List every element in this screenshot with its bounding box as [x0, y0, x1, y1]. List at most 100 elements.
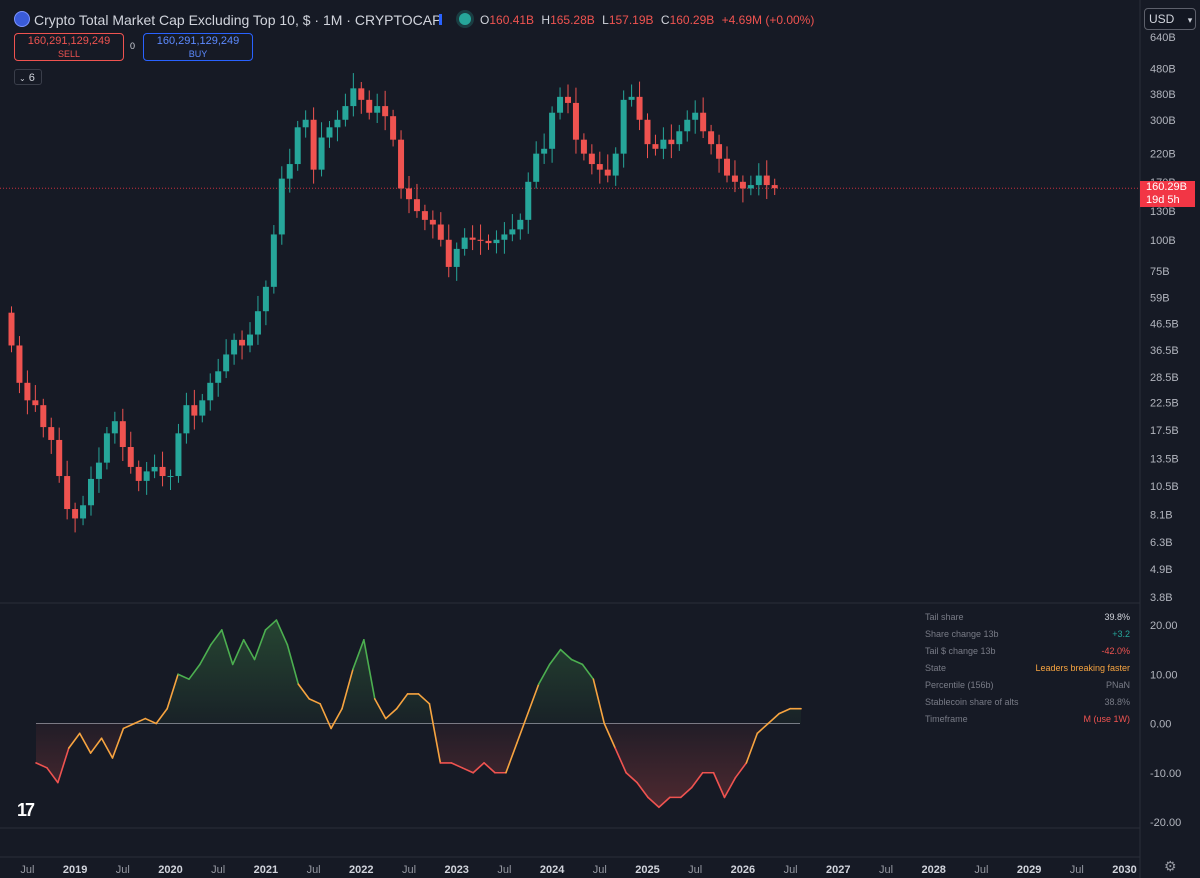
- cryptocap-source-icon: [14, 11, 30, 27]
- candle-body: [262, 286, 269, 312]
- candle-body: [159, 466, 166, 477]
- candles-layer: [8, 73, 778, 533]
- candle-body: [223, 354, 230, 372]
- osc-line-segment: [122, 722, 136, 730]
- osc-line-segment: [690, 771, 704, 789]
- low-key: L: [602, 13, 609, 27]
- osc-line-segment: [177, 673, 190, 680]
- candle-body: [310, 119, 317, 170]
- stats-row: Tail share 39.8%: [925, 612, 1130, 629]
- candle-body: [135, 466, 142, 481]
- osc-line-segment: [46, 767, 59, 784]
- buy-label: BUY: [188, 49, 208, 59]
- oscillator-layer: [35, 619, 802, 809]
- osc-line-segment: [647, 796, 660, 809]
- candle-body: [493, 239, 500, 244]
- candle-body: [501, 234, 508, 240]
- osc-line-segment: [35, 762, 48, 769]
- price-tick-label: 220B: [1150, 149, 1176, 161]
- price-tick-label: 28.5B: [1150, 372, 1179, 384]
- candle-body: [461, 237, 468, 249]
- osc-line-segment: [373, 698, 387, 720]
- symbol-title[interactable]: Crypto Total Market Cap Excluding Top 10…: [34, 12, 442, 28]
- candle-body: [56, 439, 63, 477]
- stats-value: 38.8%: [1104, 697, 1130, 707]
- candle-body: [660, 139, 667, 149]
- time-tick-label: 2019: [63, 864, 87, 876]
- price-tick-label: 100B: [1150, 235, 1176, 247]
- candle-body: [143, 471, 150, 481]
- time-tick-label: Jul: [402, 864, 416, 876]
- price-tick-label: 46.5B: [1150, 318, 1179, 330]
- time-tick-label: 2027: [826, 864, 850, 876]
- price-tick-label: 10.5B: [1150, 481, 1179, 493]
- price-tick-label: 59B: [1150, 292, 1170, 304]
- osc-line-segment: [778, 707, 791, 715]
- osc-line-segment: [745, 732, 759, 764]
- time-tick-label: 2022: [349, 864, 373, 876]
- time-tick-label: 2025: [635, 864, 659, 876]
- indicators-toggle[interactable]: ⌄ 6: [14, 69, 42, 85]
- stats-row: Stablecoin share of alts 38.8%: [925, 697, 1130, 714]
- stats-value: 39.8%: [1104, 612, 1130, 622]
- flag-icon[interactable]: [439, 14, 442, 25]
- time-tick-label: Jul: [116, 864, 130, 876]
- candle-body: [318, 137, 325, 170]
- candle-body: [485, 240, 492, 244]
- price-tick-label: 640B: [1150, 32, 1176, 44]
- candle-body: [692, 112, 699, 120]
- time-tick-label: Jul: [307, 864, 321, 876]
- price-tick-label: 380B: [1150, 89, 1176, 101]
- price-tick-label: 300B: [1150, 115, 1176, 127]
- candle-body: [731, 175, 738, 182]
- ohlc-readout: O160.41B H165.28B L157.19B C160.29B +4.6…: [480, 13, 818, 27]
- candle-body: [8, 312, 15, 346]
- price-tick-label: 4.9B: [1150, 564, 1173, 576]
- candle-body: [207, 382, 214, 401]
- candle-body: [421, 211, 428, 220]
- osc-line-segment: [67, 732, 81, 749]
- stats-value: -42.0%: [1101, 646, 1130, 656]
- time-tick-label: Jul: [1070, 864, 1084, 876]
- candle-body: [612, 153, 619, 176]
- candle-body: [453, 248, 460, 267]
- stats-label: Percentile (156b): [925, 680, 994, 690]
- candle-body: [636, 96, 643, 120]
- price-tick-label: 130B: [1150, 206, 1176, 218]
- candle-body: [413, 199, 420, 212]
- osc-tick-label: -10.00: [1150, 768, 1181, 780]
- sell-label: SELL: [57, 49, 81, 59]
- osc-line-segment: [275, 619, 289, 646]
- sell-button[interactable]: 160,291,129,249 SELL: [14, 33, 124, 61]
- time-tick-label: 2026: [731, 864, 755, 876]
- osc-line-segment: [658, 796, 671, 809]
- gear-icon[interactable]: ⚙: [1164, 858, 1177, 874]
- price-tick-label: 6.3B: [1150, 537, 1173, 549]
- candle-body: [80, 505, 87, 519]
- tradingview-logo[interactable]: 17: [17, 800, 35, 820]
- osc-line-segment: [483, 762, 496, 774]
- osc-line-segment: [636, 781, 649, 799]
- osc-line-segment: [592, 678, 606, 725]
- time-tick-label: Jul: [20, 864, 34, 876]
- candle-body: [40, 405, 47, 428]
- currency-select[interactable]: USD ▾: [1144, 8, 1196, 30]
- candle-body: [95, 462, 102, 479]
- candle-body: [247, 334, 253, 346]
- osc-line-segment: [516, 712, 529, 745]
- chevron-down-icon: ▾: [1187, 15, 1193, 25]
- osc-line-segment: [231, 638, 245, 666]
- stats-label: Timeframe: [925, 714, 968, 724]
- price-tick-label: 22.5B: [1150, 398, 1179, 410]
- bar-countdown: 19d 5h: [1146, 194, 1180, 206]
- candle-body: [390, 116, 397, 140]
- price-tick-label: 17.5B: [1150, 425, 1179, 437]
- high-value: 165.28B: [550, 13, 595, 27]
- stats-row: Share change 13b +3.2: [925, 629, 1130, 646]
- candle-body: [517, 219, 524, 230]
- buy-button[interactable]: 160,291,129,249 BUY: [143, 33, 253, 61]
- candle-body: [429, 219, 436, 225]
- osc-line-segment: [734, 762, 748, 779]
- osc-line-segment: [570, 658, 584, 666]
